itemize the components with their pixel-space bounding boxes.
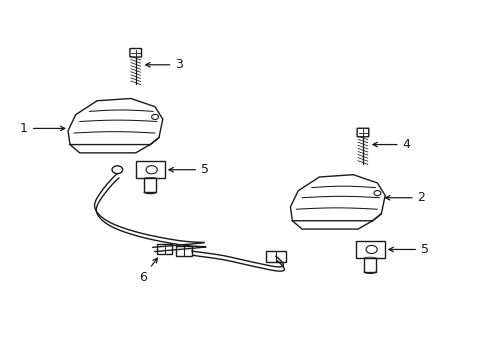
Text: 3: 3 xyxy=(145,58,183,71)
Bar xyxy=(157,244,172,254)
Bar xyxy=(144,178,156,192)
Bar xyxy=(176,246,191,256)
Circle shape xyxy=(112,166,122,174)
Circle shape xyxy=(366,246,376,253)
Bar xyxy=(265,251,285,261)
Circle shape xyxy=(146,166,157,174)
Bar xyxy=(136,161,164,178)
Bar xyxy=(364,258,376,271)
FancyBboxPatch shape xyxy=(130,49,141,57)
Text: 2: 2 xyxy=(385,191,425,204)
Circle shape xyxy=(151,114,158,120)
Bar xyxy=(355,241,384,258)
FancyBboxPatch shape xyxy=(356,128,368,137)
Text: 5: 5 xyxy=(168,163,208,176)
Circle shape xyxy=(373,190,380,195)
Text: 1: 1 xyxy=(20,122,65,135)
Text: 4: 4 xyxy=(372,138,409,151)
Text: 6: 6 xyxy=(139,258,157,284)
Text: 5: 5 xyxy=(388,243,428,256)
